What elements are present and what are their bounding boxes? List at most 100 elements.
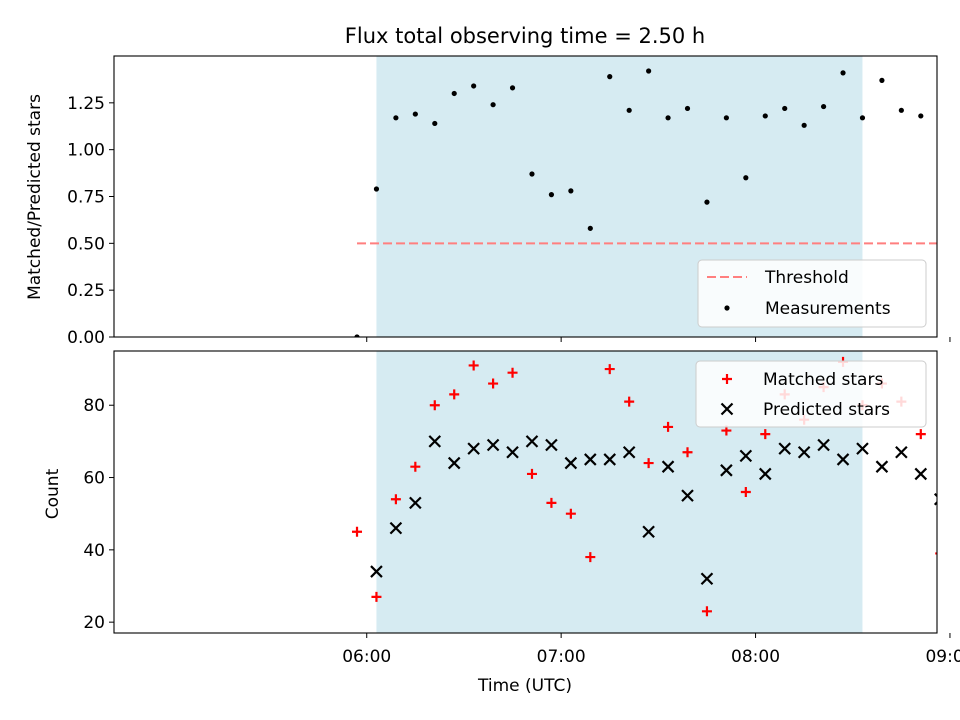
predicted-stars-point xyxy=(895,445,908,459)
measurement-point xyxy=(393,115,399,121)
measurement-point xyxy=(704,199,710,205)
measurement-point xyxy=(432,120,438,127)
measurement-point xyxy=(840,70,846,76)
matched-stars-point xyxy=(740,487,751,497)
y-tick-label: 40 xyxy=(83,541,105,561)
matched-stars-point xyxy=(429,400,440,411)
matched-stars-point xyxy=(371,591,382,602)
predicted-stars-point xyxy=(428,435,442,448)
measurement-point xyxy=(859,115,866,121)
measurement-point xyxy=(938,200,943,205)
matched-stars-point xyxy=(955,610,960,620)
predicted-stars-point xyxy=(875,460,889,473)
y-tick-label: 1.25 xyxy=(67,94,105,114)
y-tick-label: 0.50 xyxy=(67,234,105,254)
matched-stars-point xyxy=(507,367,518,378)
measurement-point xyxy=(762,113,768,119)
y-tick-label: 0.25 xyxy=(67,281,105,301)
measurement-point xyxy=(568,188,574,194)
predicted-stars-point xyxy=(370,565,383,578)
predicted-stars-point xyxy=(720,464,733,477)
predicted-stars-point xyxy=(389,521,403,535)
legend-predicted-label: Predicted stars xyxy=(763,400,890,420)
measurement-point xyxy=(801,122,807,128)
measurement-point xyxy=(548,192,555,198)
measurement-point xyxy=(820,103,827,110)
matched-stars-point xyxy=(760,429,771,440)
measurement-point xyxy=(607,74,613,80)
matched-stars-point xyxy=(449,389,460,400)
measurement-point xyxy=(684,105,691,112)
legend-box xyxy=(695,360,927,428)
predicted-stars-point xyxy=(642,525,655,539)
predicted-stars-point xyxy=(467,442,480,455)
predicted-stars-point xyxy=(603,453,617,466)
matched-stars-point xyxy=(624,396,635,407)
measurement-point xyxy=(373,186,380,192)
measurement-point xyxy=(529,171,535,177)
matched-stars-point xyxy=(585,552,596,563)
y-tick-label: 20 xyxy=(83,613,105,633)
y-tick-label: 80 xyxy=(83,396,105,416)
predicted-stars-point xyxy=(954,544,960,555)
matched-stars-point xyxy=(682,447,693,458)
top-y-axis-label: Matched/Predicted stars xyxy=(25,94,45,300)
measurement-point xyxy=(412,111,418,117)
predicted-stars-point xyxy=(758,467,772,481)
predicted-stars-point xyxy=(525,435,539,448)
panel-data xyxy=(354,68,943,337)
predicted-stars-point xyxy=(700,572,714,586)
measurement-point xyxy=(490,102,496,108)
matched-stars-point xyxy=(643,458,654,469)
predicted-stars-point xyxy=(447,456,461,470)
legend-matched-swatch xyxy=(722,374,732,384)
y-tick-label: 60 xyxy=(83,469,105,489)
measurement-point xyxy=(509,85,516,91)
predicted-stars-point xyxy=(914,467,928,481)
measurement-point xyxy=(879,77,885,83)
bottom-y-axis-label: Count xyxy=(43,468,63,519)
x-tick-label: 09:00 xyxy=(925,647,960,667)
predicted-stars-point xyxy=(409,496,422,510)
measurement-point xyxy=(665,115,671,121)
predicted-stars-point xyxy=(661,460,675,473)
predicted-stars-point xyxy=(817,438,830,452)
matched-stars-point xyxy=(390,494,401,505)
x-tick-label: 06:00 xyxy=(342,647,391,667)
legend-box xyxy=(697,259,927,328)
ratio-panel: 0.00 0.25 0.50 0.75 1.00 1.25 Threshold Measure… xyxy=(67,55,951,348)
matched-stars-point xyxy=(410,461,421,472)
legend-bottom: Matched stars Predicted stars xyxy=(695,360,927,428)
measurement-point xyxy=(782,105,788,112)
chart-title: Flux total observing time = 2.50 h xyxy=(345,24,705,48)
predicted-stars-point xyxy=(856,442,869,455)
predicted-stars-point xyxy=(797,445,811,459)
legend-measurements-label: Measurements xyxy=(765,299,891,319)
matched-stars-point xyxy=(526,468,537,479)
matched-stars-point xyxy=(663,421,674,432)
measurement-point xyxy=(451,90,457,97)
x-tick-label: 07:00 xyxy=(537,647,586,667)
measurement-point xyxy=(646,68,652,74)
axes-frame xyxy=(113,350,938,634)
measurement-point xyxy=(354,334,360,337)
measurement-point xyxy=(723,115,729,121)
matched-stars-point xyxy=(488,378,499,389)
predicted-stars-point xyxy=(778,442,791,455)
matched-stars-point xyxy=(468,360,479,371)
measurement-point xyxy=(898,107,904,113)
measurement-point xyxy=(471,83,477,89)
measurement-point xyxy=(587,225,593,231)
y-tick-label: 1.00 xyxy=(67,141,105,161)
matched-stars-point xyxy=(565,508,576,519)
legend-predicted-swatch xyxy=(720,402,734,416)
predicted-stars-point xyxy=(486,438,500,452)
predicted-stars-point xyxy=(933,492,937,506)
legend-matched-label: Matched stars xyxy=(763,370,883,390)
y-tick-label: 0.75 xyxy=(67,188,105,208)
predicted-stars-point xyxy=(506,445,519,459)
matched-stars-point xyxy=(604,364,615,375)
predicted-stars-point xyxy=(584,453,597,466)
measurement-point xyxy=(918,113,924,119)
